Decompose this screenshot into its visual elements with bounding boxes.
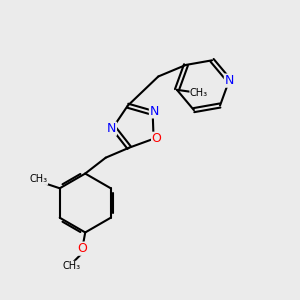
Text: N: N xyxy=(107,122,116,135)
Text: CH₃: CH₃ xyxy=(29,174,48,184)
Text: N: N xyxy=(224,74,234,87)
Text: N: N xyxy=(149,105,159,118)
Text: CH₃: CH₃ xyxy=(190,88,208,98)
Text: CH₃: CH₃ xyxy=(63,261,81,271)
Text: O: O xyxy=(77,242,87,255)
Text: O: O xyxy=(152,132,161,145)
